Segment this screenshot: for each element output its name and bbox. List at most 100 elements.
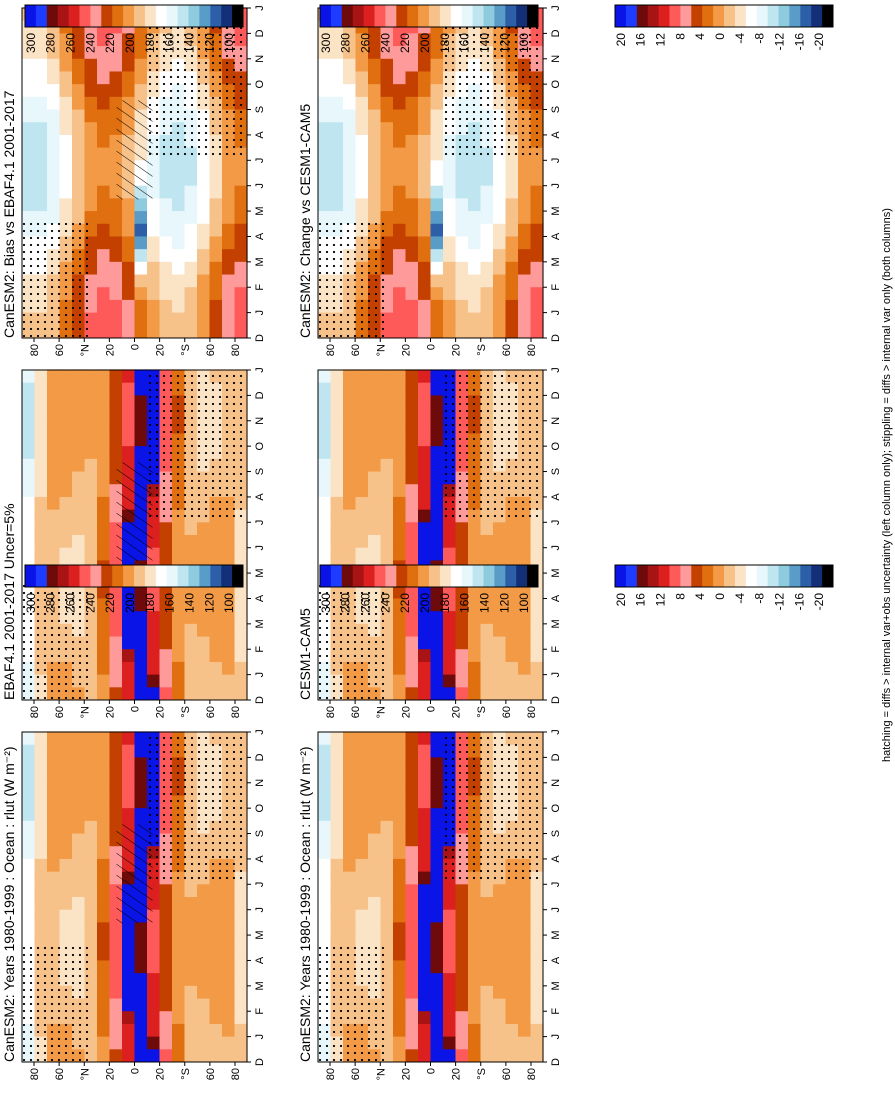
field-cell — [97, 648, 111, 662]
field-cell — [318, 32, 332, 47]
field-cell — [518, 286, 532, 300]
field-cell — [330, 394, 344, 409]
colorbar-swatch — [713, 565, 725, 587]
field-cell — [368, 458, 382, 472]
field-cell — [234, 883, 248, 897]
colorbar-swatch — [745, 5, 758, 27]
field-cell — [318, 159, 332, 173]
field-cell — [368, 547, 382, 561]
field-cell — [455, 521, 469, 535]
field-cell — [430, 121, 444, 135]
field-cell — [147, 286, 161, 300]
field-cell — [380, 197, 394, 212]
month-tick-label: J — [550, 672, 562, 678]
field-cell — [393, 394, 407, 409]
field-cell — [393, 845, 407, 859]
field-cell — [368, 871, 382, 885]
field-cell — [59, 134, 73, 148]
field-cell — [518, 597, 532, 612]
field-cell — [134, 782, 148, 796]
field-cell — [493, 921, 507, 936]
field-cell — [34, 858, 48, 872]
field-cell — [405, 845, 419, 859]
field-cell — [455, 623, 469, 637]
lat-tick-label: °N — [79, 344, 91, 356]
field-cell — [455, 286, 469, 300]
field-cell — [430, 58, 444, 72]
field-cell — [34, 121, 48, 135]
field-cell — [443, 324, 457, 338]
field-cell — [430, 496, 444, 510]
month-tick-label: J — [254, 520, 266, 526]
field-cell — [97, 934, 111, 948]
colorbar-swatch — [505, 565, 517, 587]
field-cell — [330, 794, 344, 809]
field-cell — [147, 1023, 161, 1037]
field-cell — [518, 947, 532, 961]
colorbar-swatch — [25, 565, 37, 587]
field-cell — [468, 1010, 482, 1024]
field-cell — [368, 83, 382, 97]
colorbar-swatch — [800, 565, 812, 587]
field-cell — [159, 248, 173, 262]
field-cell — [430, 312, 444, 326]
field-cell — [405, 782, 419, 796]
field-cell — [480, 521, 494, 535]
field-cell — [134, 382, 148, 396]
month-tick-label: A — [550, 131, 562, 139]
field-cell — [343, 382, 357, 396]
field-cell — [234, 896, 248, 910]
field-cell — [530, 1023, 544, 1037]
field-cell — [197, 312, 211, 326]
field-cell — [109, 286, 123, 300]
colorbar-tick-label: 140 — [477, 593, 491, 613]
colorbar-swatch — [767, 5, 779, 27]
field-cell — [443, 185, 457, 199]
month-tick-label: O — [254, 441, 266, 450]
field-cell — [455, 635, 469, 650]
field-cell — [343, 483, 357, 497]
field-cell — [330, 458, 344, 472]
month-tick-label: F — [254, 646, 266, 653]
field-cell — [430, 45, 444, 59]
field-cell — [443, 235, 457, 250]
field-cell — [355, 744, 369, 758]
field-cell — [368, 172, 382, 186]
field-cell — [343, 820, 357, 834]
field-cell — [505, 997, 519, 1012]
field-cell — [72, 858, 86, 872]
lat-tick-label: 0 — [426, 1068, 438, 1074]
field-cell — [22, 83, 36, 97]
month-tick-label: M — [550, 930, 562, 939]
field-cell — [380, 782, 394, 796]
field-cell — [430, 807, 444, 821]
field-cell — [184, 324, 198, 338]
field-cell — [355, 96, 369, 110]
month-tick-label: M — [550, 981, 562, 990]
field-cell — [59, 382, 73, 396]
field-cell — [330, 896, 344, 910]
field-cell — [159, 159, 173, 173]
field-cell — [380, 470, 394, 485]
field-cell — [430, 534, 444, 548]
field-cell — [59, 782, 73, 796]
field-cell — [430, 623, 444, 637]
field-cell — [122, 769, 136, 783]
colorbar-tick-label: 4 — [693, 593, 707, 600]
field-cell — [430, 597, 444, 612]
field-cell — [209, 610, 223, 624]
field-cell — [393, 121, 407, 135]
field-cell — [84, 744, 98, 758]
colorbar-tick-label: 120 — [497, 33, 511, 53]
field-cell — [330, 832, 344, 847]
field-cell — [530, 1010, 544, 1024]
field-cell — [380, 534, 394, 548]
field-cell — [368, 820, 382, 834]
field-cell — [493, 909, 507, 923]
field-cell — [109, 985, 123, 999]
field-cell — [530, 610, 544, 624]
field-cell — [97, 610, 111, 624]
field-cell — [22, 896, 36, 910]
lat-tick-label: 20 — [451, 344, 463, 356]
field-cell — [443, 909, 457, 923]
